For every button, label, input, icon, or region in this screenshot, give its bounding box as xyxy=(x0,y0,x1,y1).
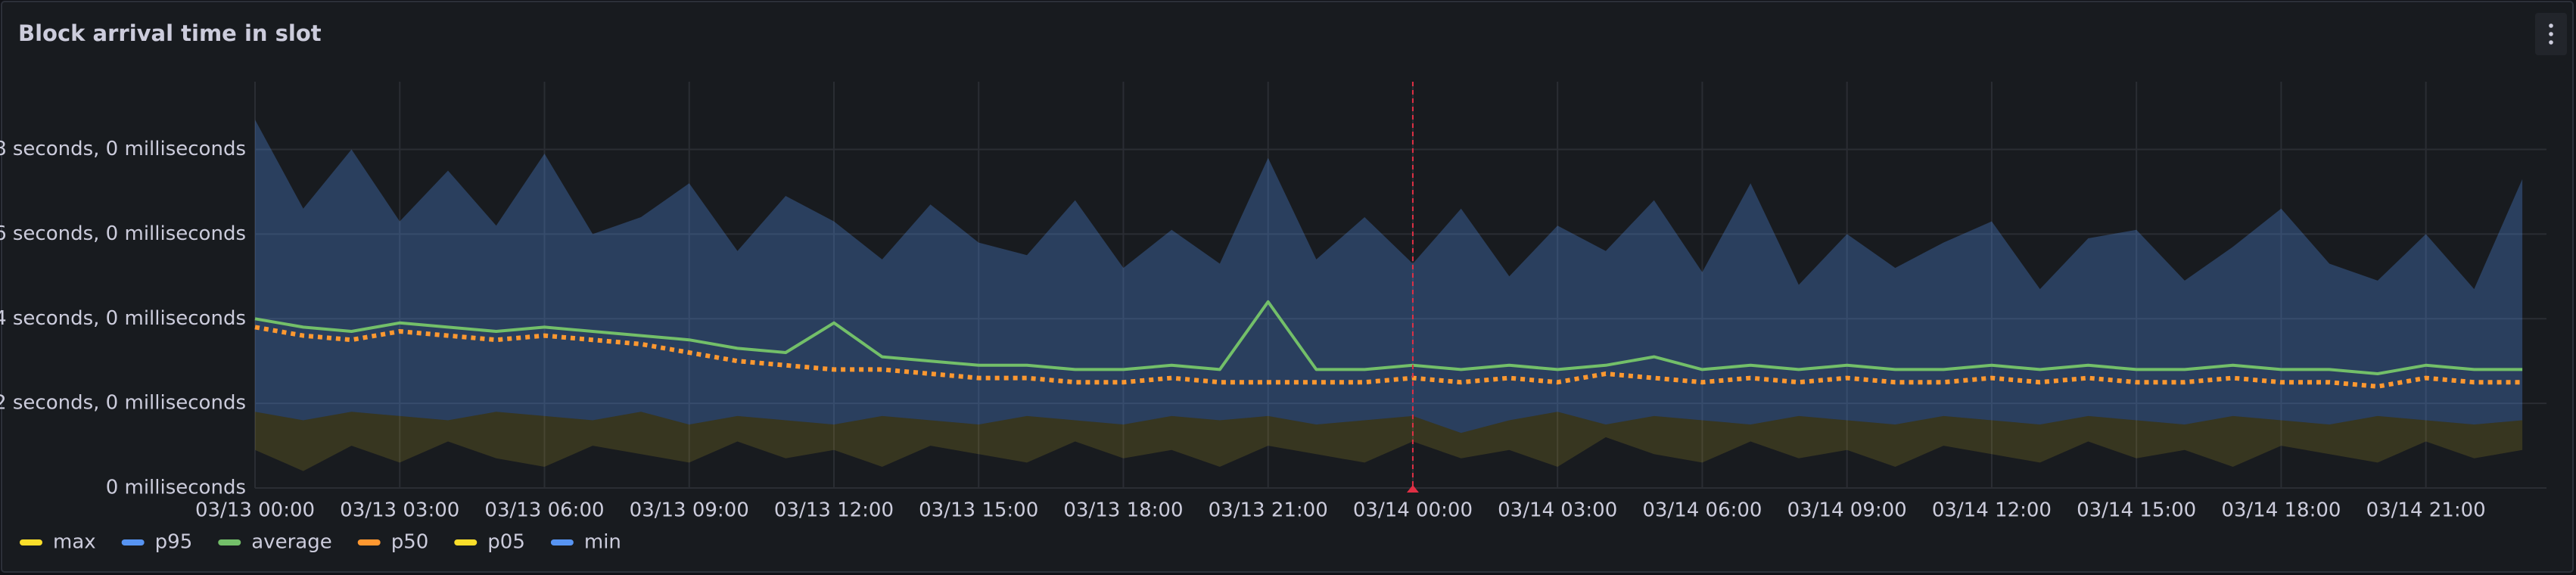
x-tick-label: 03/14 03:00 xyxy=(1498,499,1617,522)
legend-label: max xyxy=(53,531,96,554)
legend-label: p05 xyxy=(487,531,525,554)
x-tick-label: 03/13 15:00 xyxy=(919,499,1038,522)
legend-item[interactable]: p50 xyxy=(357,531,429,554)
x-tick-label: 03/13 09:00 xyxy=(630,499,749,522)
legend-item[interactable]: p95 xyxy=(121,531,193,554)
menu-dot xyxy=(2549,40,2553,45)
menu-dot xyxy=(2549,23,2553,28)
x-tick-label: 03/14 12:00 xyxy=(1932,499,2052,522)
x-tick-label: 03/14 06:00 xyxy=(1642,499,1762,522)
panel-menu[interactable] xyxy=(2535,13,2567,55)
y-tick-label: 6 seconds, 0 milliseconds xyxy=(0,222,246,245)
x-tick-label: 03/13 03:00 xyxy=(340,499,459,522)
menu-dot xyxy=(2549,32,2553,36)
y-tick-label: 8 seconds, 0 milliseconds xyxy=(0,138,246,160)
annotation-marker xyxy=(1406,485,1419,493)
y-tick-label: 2 seconds, 0 milliseconds xyxy=(0,392,246,415)
legend-item[interactable]: p05 xyxy=(454,531,525,554)
x-tick-label: 03/14 00:00 xyxy=(1353,499,1473,522)
legend-item[interactable]: average xyxy=(218,531,332,554)
legend-item[interactable]: min xyxy=(550,531,621,554)
legend-label: p95 xyxy=(155,531,193,554)
y-tick-label: 0 milliseconds xyxy=(106,477,246,499)
y-tick-label: 4 seconds, 0 milliseconds xyxy=(0,307,246,330)
x-tick-label: 03/13 12:00 xyxy=(774,499,894,522)
panel-title: Block arrival time in slot xyxy=(18,20,322,46)
x-tick-label: 03/14 15:00 xyxy=(2077,499,2196,522)
legend-label: average xyxy=(251,531,331,554)
series-line xyxy=(254,325,2523,389)
area-band xyxy=(255,120,2523,434)
area-band xyxy=(255,412,2523,471)
x-tick-label: 03/13 06:00 xyxy=(484,499,604,522)
legend-label: p50 xyxy=(391,531,429,554)
x-tick-label: 03/14 21:00 xyxy=(2366,499,2486,522)
x-tick-label: 03/13 21:00 xyxy=(1209,499,1328,522)
x-tick-label: 03/13 00:00 xyxy=(195,499,315,522)
x-tick-label: 03/14 09:00 xyxy=(1787,499,1907,522)
x-tick-label: 03/14 18:00 xyxy=(2221,499,2341,522)
series-line xyxy=(254,300,2523,375)
x-tick-label: 03/13 18:00 xyxy=(1063,499,1183,522)
legend-item[interactable]: max xyxy=(20,531,96,554)
legend-label: min xyxy=(584,531,621,554)
